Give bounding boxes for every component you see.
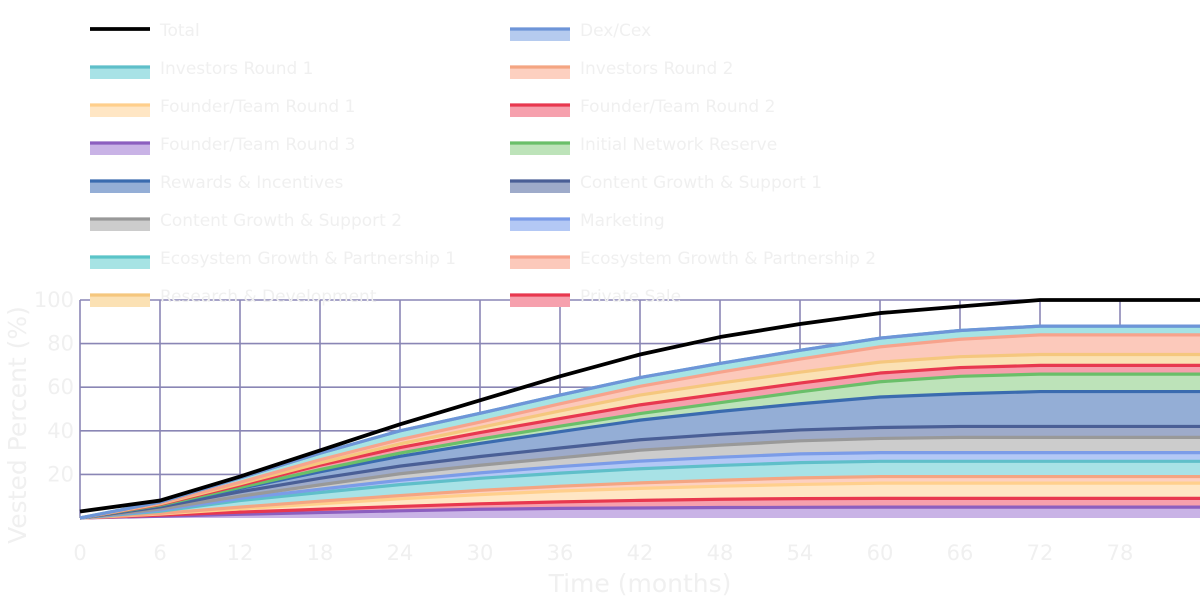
- y-tick-label-1: 40: [47, 419, 74, 443]
- line-series-0: [79, 505, 1200, 520]
- area-series-9: [80, 374, 1200, 518]
- legend-label-13: Ecosystem Growth & Partnership 2: [580, 249, 876, 269]
- line-series-10: [79, 363, 1200, 520]
- legend-item-1: Dex/Cex: [510, 21, 651, 41]
- legend-item-13: Ecosystem Growth & Partnership 2: [510, 249, 876, 269]
- legend-label-8: Rewards & Incentives: [160, 173, 344, 193]
- legend-swatch-13: [510, 257, 570, 269]
- legend-item-3: Investors Round 2: [510, 59, 734, 79]
- legend-item-15: Private Sale: [510, 287, 681, 307]
- x-tick-label-12: 72: [1027, 541, 1054, 565]
- x-axis-title: Time (months): [548, 569, 732, 598]
- line-series-9: [79, 372, 1200, 520]
- legend-item-11: Marketing: [510, 211, 665, 231]
- legend: Total Dex/Cex Investors Round 1 Investors R…: [90, 21, 876, 307]
- x-tick-label-7: 42: [627, 541, 654, 565]
- legend-label-4: Founder/Team Round 1: [160, 97, 355, 117]
- legend-swatch-1: [510, 29, 570, 41]
- legend-item-0: Total: [90, 21, 200, 41]
- series-lines: [79, 298, 1200, 520]
- area-series-8: [80, 391, 1200, 518]
- legend-swatch-9: [510, 181, 570, 193]
- legend-label-2: Investors Round 1: [160, 59, 314, 79]
- legend-swatch-8: [90, 181, 150, 193]
- line-series-1: [79, 496, 1200, 520]
- legend-label-14: Research & Development: [160, 287, 377, 307]
- line-series-5: [79, 451, 1200, 520]
- x-tick-label-9: 54: [787, 541, 814, 565]
- legend-label-15: Private Sale: [580, 287, 681, 307]
- y-tick-label-2: 60: [47, 375, 74, 399]
- area-series-2: [80, 483, 1200, 518]
- line-series-7: [79, 424, 1200, 520]
- legend-label-1: Dex/Cex: [580, 21, 651, 41]
- area-series-5: [80, 452, 1200, 518]
- line-series-11: [79, 352, 1200, 520]
- x-tick-label-4: 24: [387, 541, 414, 565]
- y-tick-label-0: 20: [47, 462, 74, 486]
- legend-label-0: Total: [159, 21, 200, 41]
- legend-swatch-11: [510, 219, 570, 231]
- legend-label-10: Content Growth & Support 2: [160, 211, 402, 231]
- legend-item-8: Rewards & Incentives: [90, 173, 344, 193]
- legend-swatch-5: [510, 105, 570, 117]
- x-tick-label-6: 36: [547, 541, 574, 565]
- y-tick-label-4: 100: [34, 288, 74, 312]
- area-series-0: [80, 507, 1200, 518]
- area-series-7: [80, 426, 1200, 518]
- area-series-3: [80, 476, 1200, 518]
- legend-item-4: Founder/Team Round 1: [90, 97, 355, 117]
- legend-swatch-12: [90, 257, 150, 269]
- legend-item-14: Research & Development: [90, 287, 377, 307]
- x-tick-label-3: 18: [307, 541, 334, 565]
- legend-label-12: Ecosystem Growth & Partnership 1: [160, 249, 456, 269]
- area-series-6: [80, 437, 1200, 518]
- line-series-2: [79, 481, 1200, 520]
- x-tick-label-13: 78: [1107, 541, 1134, 565]
- legend-swatch-15: [510, 295, 570, 307]
- x-tick-label-2: 12: [227, 541, 254, 565]
- line-series-4: [79, 459, 1200, 520]
- line-series-6: [79, 435, 1200, 520]
- y-axis-ticks: 20 40 60 80 100: [34, 288, 74, 486]
- x-tick-label-11: 66: [947, 541, 974, 565]
- legend-label-5: Founder/Team Round 2: [580, 97, 775, 117]
- legend-swatch-10: [90, 219, 150, 231]
- legend-item-10: Content Growth & Support 2: [90, 211, 402, 231]
- legend-item-12: Ecosystem Growth & Partnership 1: [90, 249, 456, 269]
- area-series-1: [80, 498, 1200, 518]
- legend-label-6: Founder/Team Round 3: [160, 135, 355, 155]
- y-axis-title: Vested Percent (%): [3, 306, 32, 544]
- legend-swatch-7: [510, 143, 570, 155]
- line-series-3: [79, 474, 1200, 520]
- legend-swatch-2: [90, 67, 150, 79]
- legend-label-7: Initial Network Reserve: [580, 135, 777, 155]
- x-tick-label-0: 0: [73, 541, 86, 565]
- legend-item-6: Founder/Team Round 3: [90, 135, 355, 155]
- x-tick-label-5: 30: [467, 541, 494, 565]
- legend-swatch-3: [510, 67, 570, 79]
- x-tick-label-8: 48: [707, 541, 734, 565]
- line-series-12: [79, 333, 1200, 520]
- line-total: [79, 298, 1200, 514]
- x-axis-ticks: 0 6 12 18 24 30 36 42 48 54 60 66 72 78: [73, 541, 1133, 565]
- legend-swatch-4: [90, 105, 150, 117]
- y-tick-label-3: 80: [47, 332, 74, 356]
- legend-label-3: Investors Round 2: [580, 59, 734, 79]
- legend-item-7: Initial Network Reserve: [510, 135, 777, 155]
- x-tick-label-1: 6: [153, 541, 166, 565]
- legend-item-9: Content Growth & Support 1: [510, 173, 822, 193]
- legend-label-9: Content Growth & Support 1: [580, 173, 822, 193]
- x-tick-label-10: 60: [867, 541, 894, 565]
- legend-item-2: Investors Round 1: [90, 59, 314, 79]
- legend-item-5: Founder/Team Round 2: [510, 97, 775, 117]
- legend-label-11: Marketing: [580, 211, 665, 231]
- legend-swatch-14: [90, 295, 150, 307]
- legend-swatch-6: [90, 143, 150, 155]
